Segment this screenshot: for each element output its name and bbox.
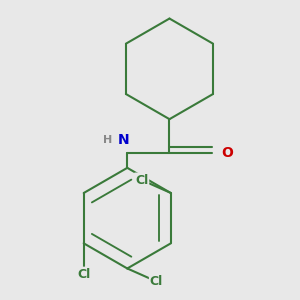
Text: Cl: Cl (150, 275, 163, 288)
Text: Cl: Cl (135, 173, 148, 187)
Text: H: H (103, 135, 112, 145)
Text: N: N (118, 133, 130, 147)
Text: Cl: Cl (77, 268, 90, 281)
Text: O: O (221, 146, 233, 160)
